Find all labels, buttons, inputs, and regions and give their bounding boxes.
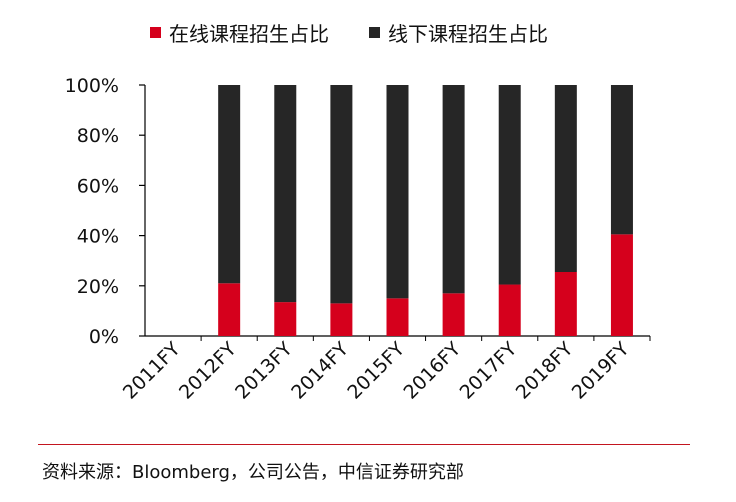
y-tick-label: 80% [77, 125, 119, 147]
x-tick-label: 2016FY [399, 338, 465, 404]
bar-online-2019FY [610, 234, 633, 336]
legend-label-online: 在线课程招生占比 [169, 22, 329, 46]
legend-swatch-offline [369, 27, 380, 38]
bar-online-2012FY [218, 283, 241, 336]
bar-online-2013FY [274, 302, 297, 336]
bar-online-2015FY [386, 298, 409, 336]
legend-swatch-online [150, 27, 161, 38]
bar-online-2018FY [554, 271, 577, 336]
bar-online-2016FY [442, 293, 465, 336]
x-tick-label: 2011FY [119, 338, 185, 404]
bar-offline-2015FY [386, 85, 409, 299]
x-tick-label: 2014FY [287, 338, 353, 404]
source-divider [38, 444, 690, 445]
y-tick-label: 100% [65, 75, 119, 97]
legend-item-offline: 线下课程招生占比 [369, 18, 548, 47]
y-tick-label: 20% [77, 276, 119, 298]
y-tick-label: 60% [77, 175, 119, 197]
legend-label-offline: 线下课程招生占比 [388, 22, 548, 46]
bar-offline-2013FY [274, 85, 297, 303]
y-tick-label: 40% [77, 226, 119, 248]
x-tick-label: 2015FY [343, 338, 409, 404]
x-tick-label: 2012FY [175, 338, 241, 404]
bar-offline-2017FY [498, 85, 521, 285]
bar-online-2017FY [498, 284, 521, 336]
stacked-bar-chart: 0% 20% 40% 60% 80% 100% 2011FY2012FY2013FY2014… [65, 75, 651, 404]
x-tick-label: 2019FY [568, 338, 634, 404]
bar-online-2014FY [330, 303, 353, 336]
y-tick-label: 0% [89, 326, 119, 348]
legend-item-online: 在线课程招生占比 [150, 18, 329, 47]
x-tick-label: 2018FY [512, 338, 578, 404]
bar-offline-2014FY [330, 85, 353, 304]
bar-offline-2012FY [218, 85, 241, 284]
bar-offline-2019FY [610, 85, 633, 235]
x-tick-label: 2017FY [456, 338, 522, 404]
legend: 在线课程招生占比 线下课程招生占比 [150, 18, 548, 47]
x-tick-label: 2013FY [231, 338, 297, 404]
bar-offline-2018FY [554, 85, 577, 272]
bar-offline-2016FY [442, 85, 465, 294]
source-note: 资料来源：Bloomberg，公司公告，中信证券研究部 [42, 462, 464, 483]
